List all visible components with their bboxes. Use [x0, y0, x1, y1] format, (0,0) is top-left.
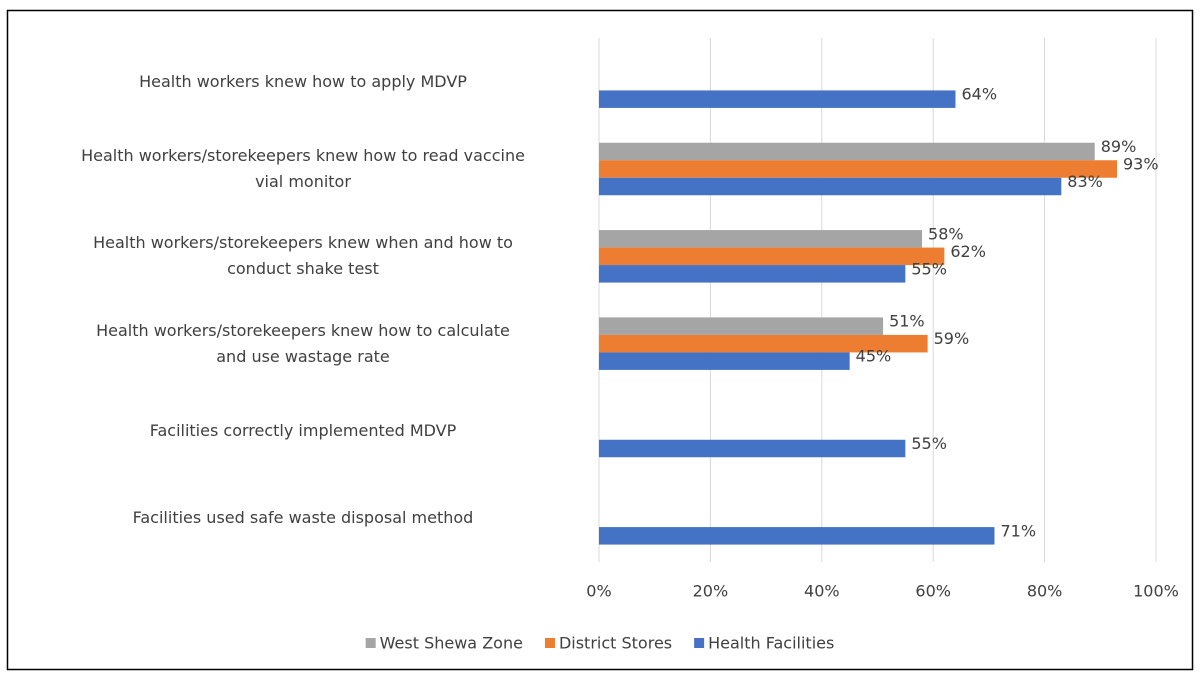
- value-label: 45%: [856, 347, 892, 366]
- x-tick-label: 100%: [1133, 582, 1179, 601]
- value-label: 55%: [911, 259, 947, 278]
- value-label: 83%: [1067, 172, 1103, 191]
- x-tick-label: 0%: [586, 582, 611, 601]
- bar: [599, 90, 956, 108]
- legend-swatch: [544, 638, 555, 648]
- category-label: Health workers/storekeepers knew how to …: [81, 146, 525, 191]
- legend-label: Health Facilities: [708, 634, 834, 653]
- bar: [599, 334, 928, 353]
- legend-label: District Stores: [559, 634, 672, 653]
- value-label: 71%: [1000, 521, 1036, 540]
- value-label: 93%: [1123, 155, 1159, 174]
- category-label: Health workers/storekeepers knew when an…: [93, 233, 513, 279]
- value-label: 89%: [1101, 137, 1137, 156]
- value-label: 55%: [911, 434, 947, 453]
- category-label: Facilities correctly implemented MDVP: [149, 421, 457, 440]
- bar: [599, 160, 1118, 178]
- x-tick-label: 20%: [693, 582, 729, 601]
- bar: [599, 317, 884, 335]
- legend-swatch: [694, 638, 705, 648]
- legend-label: West Shewa Zone: [380, 634, 523, 653]
- frame: [6, 9, 1194, 671]
- value-label: 51%: [889, 312, 925, 331]
- bar: [599, 352, 850, 370]
- legend-swatch: [365, 638, 376, 648]
- x-tick-label: 80%: [1027, 582, 1063, 601]
- bar: [599, 247, 945, 266]
- value-label: 64%: [961, 85, 997, 104]
- value-label: 59%: [934, 329, 970, 348]
- bar: [599, 527, 995, 545]
- value-label: 62%: [950, 242, 986, 261]
- value-label: 58%: [928, 224, 964, 243]
- category-label: Health workers knew how to apply MDVP: [139, 71, 467, 91]
- category-label: Health workers/storekeepers knew how to …: [96, 320, 510, 366]
- bar: [599, 142, 1095, 161]
- x-tick-label: 40%: [804, 582, 840, 601]
- bar: [599, 265, 906, 283]
- category-label: Facilities used safe waste disposal meth…: [132, 508, 474, 528]
- bar: [599, 177, 1062, 196]
- x-tick-label: 60%: [915, 582, 951, 601]
- bar: [599, 439, 906, 458]
- bar: [599, 230, 923, 248]
